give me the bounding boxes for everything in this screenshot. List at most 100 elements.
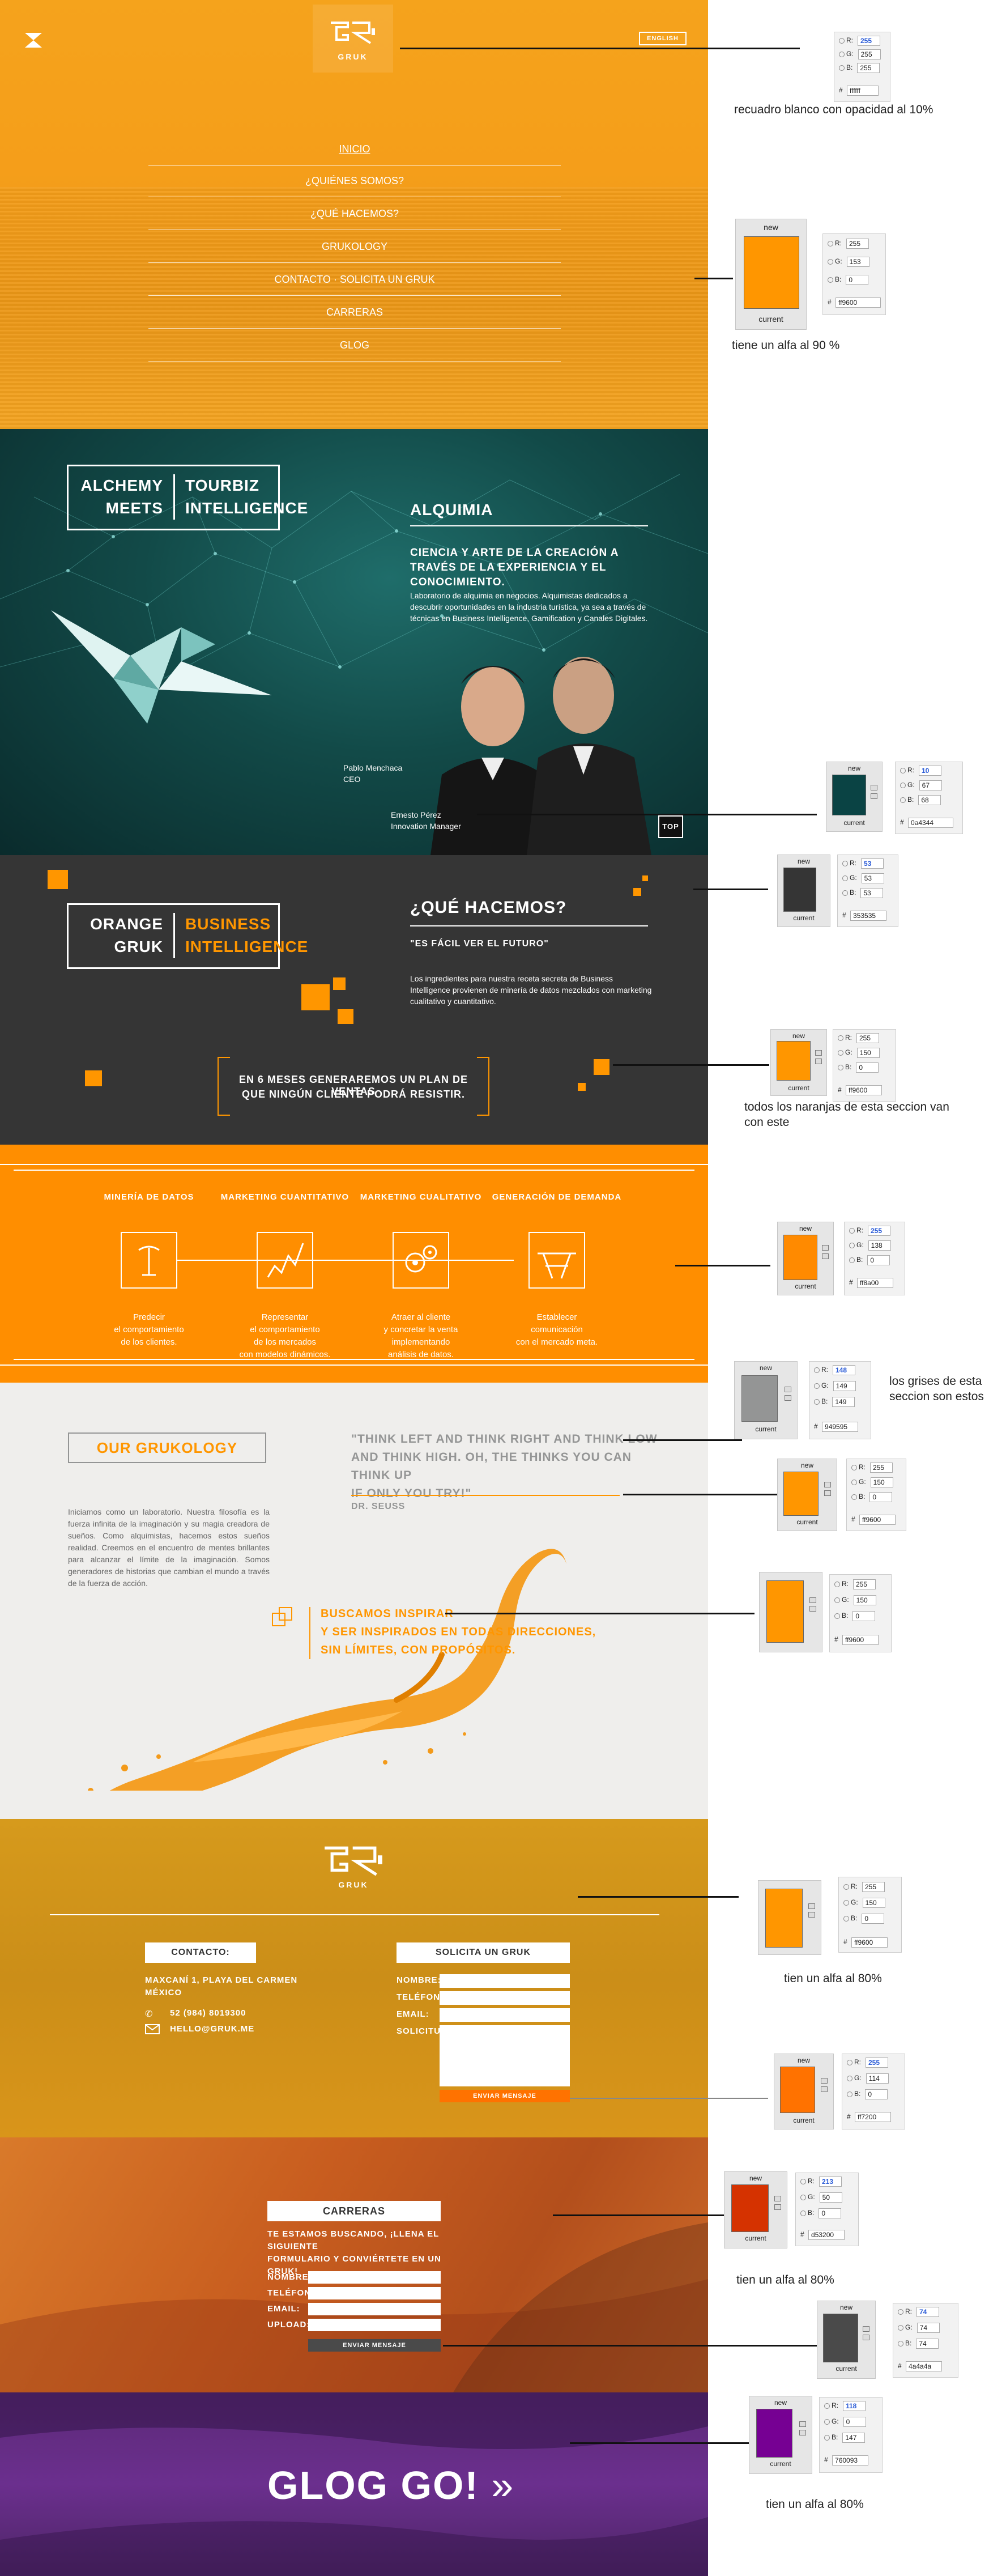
carreras-section: CARRERAS TE ESTAMOS BUSCANDO, ¡LLENA EL … bbox=[0, 2137, 708, 2392]
carreras-intro: TE ESTAMOS BUSCANDO, ¡LLENA EL SIGUIENTE… bbox=[267, 2229, 441, 2276]
contact-section: GRUK CONTACTO: MAXCANÍ 1, PLAYA DEL CARM… bbox=[0, 1819, 708, 2137]
callout-text: BUSCAMOS INSPIRAR Y SER INSPIRADOS EN TO… bbox=[321, 1608, 596, 1656]
brand-line-meets: MEETS bbox=[105, 499, 163, 517]
color-picker-6: new current bbox=[777, 1222, 834, 1295]
phone-icon: ✆ bbox=[145, 2009, 153, 2019]
rgb-panel-14: R: 118 G: 0 B: 147 # 760093 bbox=[819, 2397, 883, 2473]
picker-tools-icon bbox=[799, 2421, 807, 2438]
email-link[interactable]: HELLO@GRUK.ME bbox=[170, 2024, 255, 2034]
picker-tools-icon bbox=[863, 2326, 871, 2343]
process-section: MINERÍA DE DATOS MARKETING CUANTITATIVO … bbox=[0, 1145, 708, 1383]
nav-item-carreras[interactable]: CARRERAS bbox=[148, 296, 561, 329]
annotation-line bbox=[578, 1896, 739, 1898]
solicita-title: SOLICITA UN GRUK bbox=[397, 1942, 570, 1963]
orange-square-deco bbox=[48, 870, 68, 889]
picker-tools-icon bbox=[809, 1597, 817, 1614]
telefono-input[interactable] bbox=[440, 1991, 570, 2005]
label-email: EMAIL: bbox=[267, 2304, 300, 2314]
carreras-upload-input[interactable] bbox=[308, 2319, 441, 2331]
brand-line-intelligence: INTELLIGENCE bbox=[185, 938, 309, 955]
logo-text: GRUK bbox=[338, 52, 368, 61]
orange-square-deco bbox=[85, 1070, 102, 1086]
brand-line-business: BUSINESS bbox=[185, 915, 271, 933]
rgb-panel-13: R: 74 G: 74 B: 74 # 4a4a4a bbox=[893, 2303, 958, 2378]
hero-section: GRUK ENGLISH INICIO ¿QUIÉNES SOMOS? ¿QUÉ… bbox=[0, 0, 708, 429]
promise-box: EN 6 MESES GENERAREMOS UN PLAN DE VENTAS… bbox=[218, 1057, 489, 1116]
nav-item-quienes-somos[interactable]: ¿QUIÉNES SOMOS? bbox=[148, 164, 561, 197]
orange-square-deco bbox=[333, 977, 346, 990]
swatch bbox=[756, 2409, 792, 2458]
picker-tools-icon bbox=[808, 1903, 816, 1920]
logo-box[interactable]: GRUK bbox=[313, 5, 393, 73]
swatch bbox=[741, 1375, 778, 1422]
language-button[interactable]: ENGLISH bbox=[639, 32, 687, 45]
brand-line-intelligence: INTELLIGENCE bbox=[185, 499, 309, 517]
carreras-title: CARRERAS bbox=[267, 2201, 441, 2221]
grukology-section: OUR GRUKOLOGY "THINK LEFT AND THINK RIGH… bbox=[0, 1383, 708, 1819]
nav-item-glog[interactable]: GLOG bbox=[148, 329, 561, 362]
annotation-note-5: todos los naranjas de esta seccion van c… bbox=[744, 1100, 949, 1129]
purple-dunes-background bbox=[0, 2392, 708, 2576]
carreras-telefono-input[interactable] bbox=[308, 2287, 441, 2299]
nav-item-grukology[interactable]: GRUKOLOGY bbox=[148, 230, 561, 263]
alchemy-section: ALCHEMY MEETS TOURBIZ INTELLIGENCE ALQUI… bbox=[0, 429, 708, 855]
dunes-background bbox=[0, 2222, 708, 2392]
annotation-note-7: los grises de esta seccion son estos bbox=[889, 1375, 984, 1403]
nav-divider bbox=[148, 165, 561, 166]
carreras-email-input[interactable] bbox=[308, 2303, 441, 2315]
nav-item-inicio[interactable]: INICIO bbox=[339, 143, 370, 155]
color-picker-8: new current bbox=[777, 1459, 837, 1531]
contact-top-rule bbox=[50, 1914, 659, 1915]
color-picker-9 bbox=[759, 1572, 822, 1652]
annotation-line bbox=[570, 2098, 768, 2099]
solicitud-textarea[interactable] bbox=[440, 2025, 570, 2086]
swatch bbox=[731, 2184, 769, 2232]
nav-item-que-hacemos[interactable]: ¿QUÉ HACEMOS? bbox=[148, 197, 561, 230]
orange-square-deco bbox=[578, 1083, 586, 1091]
step-desc-mineria: Predecir el comportamiento de los clientes… bbox=[114, 1312, 184, 1347]
grukology-body: Iniciamos como un laboratorio. Nuestra f… bbox=[68, 1507, 270, 1588]
process-top-rule bbox=[14, 1170, 694, 1171]
person2-name: Ernesto Pérez bbox=[391, 810, 441, 819]
nav-item-contacto[interactable]: CONTACTO · SOLICITA UN GRUK bbox=[148, 263, 561, 296]
person1-name: Pablo Menchaca bbox=[343, 763, 403, 772]
quote-block: "THINK LEFT AND THINK RIGHT AND THINK LO… bbox=[351, 1432, 658, 1500]
label-telefono: TELÉFONO: bbox=[267, 2288, 322, 2298]
top-button[interactable]: TOP bbox=[658, 815, 683, 838]
team-photo bbox=[430, 657, 651, 855]
contact-submit-button[interactable]: ENVIAR MENSAJE bbox=[440, 2090, 570, 2102]
email-input[interactable] bbox=[440, 2008, 570, 2022]
callout-rule bbox=[309, 1607, 310, 1659]
step-title-cuantitativo: MARKETING CUANTITATIVO bbox=[220, 1192, 349, 1202]
alchemy-body: Laboratorio de alquimia en negocios. Alq… bbox=[410, 591, 648, 623]
orange-square-deco bbox=[338, 1009, 353, 1024]
nombre-input[interactable] bbox=[440, 1974, 570, 1988]
orange-gruk-brand-box: ORANGE GRUK BUSINESS INTELLIGENCE bbox=[67, 903, 308, 969]
carreras-nombre-input[interactable] bbox=[308, 2271, 441, 2284]
que-hacemos-body: Los ingredientes para nuestra receta sec… bbox=[410, 974, 652, 1006]
brand-line-alchemy: ALCHEMY bbox=[80, 477, 163, 494]
mail-icon bbox=[145, 2024, 160, 2034]
step-desc-cualitativo: Atraer al cliente y concretar la venta imp… bbox=[383, 1312, 458, 1359]
swatch bbox=[832, 775, 866, 815]
rgb-panel-1: R: 255 G: 255 B: 255 # ffffff bbox=[834, 32, 890, 102]
alchemy-subtitle: CIENCIA Y ARTE DE LA CREACIÓN A TRAVÉS D… bbox=[410, 547, 619, 588]
sea-background bbox=[0, 187, 708, 429]
carreras-submit-button[interactable]: ENVIAR MENSAJE bbox=[308, 2339, 441, 2352]
glog-go-link[interactable]: GLOG GO! » bbox=[267, 2463, 514, 2508]
picker-tools-icon bbox=[785, 1387, 792, 1404]
orange-square-deco bbox=[633, 888, 641, 896]
annotation-line bbox=[445, 1613, 755, 1614]
phone-number: 52 (984) 8019300 bbox=[170, 2008, 246, 2018]
picker-tools-icon bbox=[824, 1482, 832, 1499]
brand-line-gruk: GRUK bbox=[114, 938, 163, 955]
brand-right-block: BUSINESS INTELLIGENCE bbox=[173, 913, 308, 958]
person1-role: CEO bbox=[343, 775, 361, 784]
orange-square-deco bbox=[642, 875, 648, 881]
quote-author: DR. SEUSS bbox=[351, 1502, 406, 1511]
annotation-line bbox=[694, 278, 733, 279]
annotation-line bbox=[623, 1494, 782, 1495]
address-line-2: MÉXICO bbox=[145, 1988, 182, 1997]
alchemy-brand-box: ALCHEMY MEETS TOURBIZ INTELLIGENCE bbox=[67, 465, 308, 530]
menu-close-icon[interactable] bbox=[24, 32, 43, 49]
